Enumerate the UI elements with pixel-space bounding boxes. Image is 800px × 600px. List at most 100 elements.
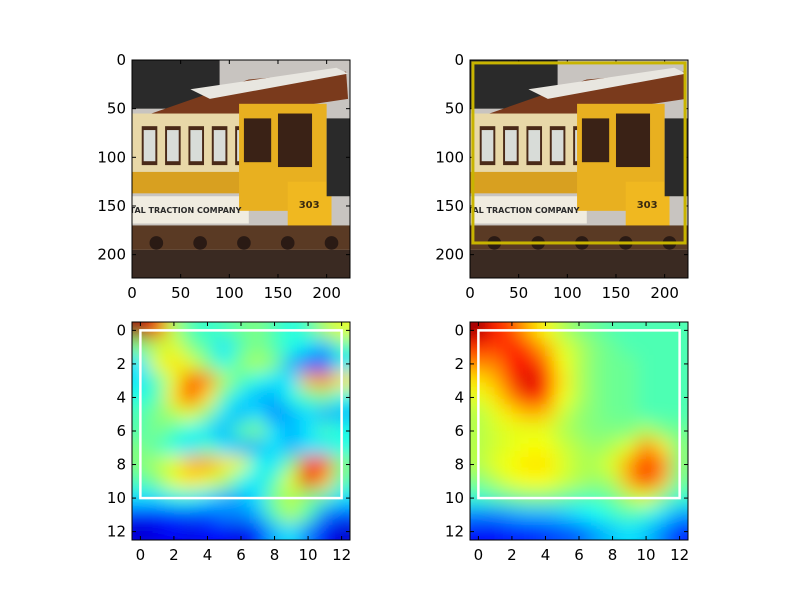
car-lettering: TAL TRACTION COMPANY [130,206,242,215]
heatmap-cell [553,472,572,491]
heatmap-cell [586,322,605,323]
heatmap-cell [653,455,672,474]
heatmap-cell [349,322,350,323]
heatmap-cell [536,472,555,491]
heatmap-cell [299,371,317,390]
streetcar-photo: 303 TAL TRACTION COMPANY [130,60,350,278]
wheel [193,236,207,250]
heatmap-cell [653,472,672,491]
heatmap-cell [519,405,538,424]
heatmap-cell [299,338,317,357]
heatmap-cell [265,455,284,474]
heatmap-cell [486,405,505,424]
heatmap-cell [470,371,471,390]
heatmap-cell [687,522,688,540]
heatmap-cell [299,388,317,407]
heatmap-cell [232,338,250,357]
heatmap-cell [687,505,688,524]
heatmap-cell [620,505,639,524]
heatmap-cell [349,405,350,424]
heatmap-cell [132,505,150,524]
heatmap-cell [519,338,538,357]
heatmap-cell [486,455,505,474]
heatmap-cell [470,539,471,540]
heatmap-cell [620,522,639,540]
heatmap-cell [503,371,521,390]
heatmap-cell [486,322,505,323]
heatmap-cell [519,472,538,491]
heatmap-cell [553,322,572,323]
heatmap-cell [519,455,538,474]
heatmap-cell [181,322,200,323]
front-window-left [581,118,610,163]
y-tick-label: 150 [435,197,464,215]
heatmap-cell [248,522,267,540]
heatmap-cell [198,422,217,440]
heatmap-cell [653,322,672,323]
heatmap-cell [132,505,133,524]
heatmap-cell [265,322,284,323]
heatmap-cell [315,472,334,491]
heatmap-cell [470,505,471,524]
heatmap-cell [637,472,655,491]
heatmap-cell [603,371,622,390]
bounding-box [139,329,343,500]
heatmap-cell [620,388,639,407]
heatmap-cell [299,355,317,373]
heatmap-cell [570,371,588,390]
heatmap-cell [486,388,505,407]
heatmap-cell [470,322,488,323]
heatmap-cell [536,422,555,440]
y-tick-label: 2 [454,355,464,373]
sign-board [132,196,249,224]
heatmap-cell [536,371,555,390]
heatmap-cell [198,438,217,457]
heatmap-cell [349,322,350,340]
heatmap-cell [265,505,284,524]
heatmap-cell [132,522,150,540]
front-window-right [615,113,651,168]
heatmap-cell [282,505,301,524]
heatmap-cell [503,405,521,424]
heatmap-cell [148,355,167,373]
heatmap-cell [148,371,167,390]
streetcar-photo: 303 TAL TRACTION COMPANY [470,60,688,278]
y-tick-label: 200 [435,246,464,264]
heatmap-cell [232,322,250,323]
heatmap-cell [198,505,217,524]
heatmap-cell [148,438,167,457]
window-glass [190,130,203,162]
heatmap-cell [603,438,622,457]
heatmap-cell [198,472,217,491]
heatmap-cell [570,505,588,524]
heatmap-cell [620,371,639,390]
heatmap-cell [232,522,250,540]
x-tick-label: 0 [136,546,146,564]
heatmap-cell [637,388,655,407]
heatmap-cell [215,388,234,407]
heatmap-cell [670,522,688,540]
car-number: 303 [299,200,320,211]
heatmap-cell [148,522,167,540]
heatmap-cell [315,388,334,407]
window-glass [505,130,517,162]
heatmap-cell [620,539,639,540]
heatmap-cell [653,539,672,540]
heatmap-cell [299,505,317,524]
heatmap-cell [586,338,605,357]
y-tick-label: 8 [454,456,464,474]
heatmap-cell [165,322,183,323]
heatmap-cell [232,371,250,390]
axes-frame [469,59,689,279]
heatmap-cell [653,505,672,524]
heatmap-cell [486,338,505,357]
heatmap-cell [148,322,167,323]
heatmap-cell [165,505,183,524]
heatmap-cell [553,405,572,424]
heatmap-cell [603,322,622,323]
x-tick-label: 100 [215,284,244,302]
heatmap-cell [181,422,200,440]
heatmap-cell [486,539,505,540]
heatmap-cell [586,355,605,373]
wheel [280,236,295,250]
